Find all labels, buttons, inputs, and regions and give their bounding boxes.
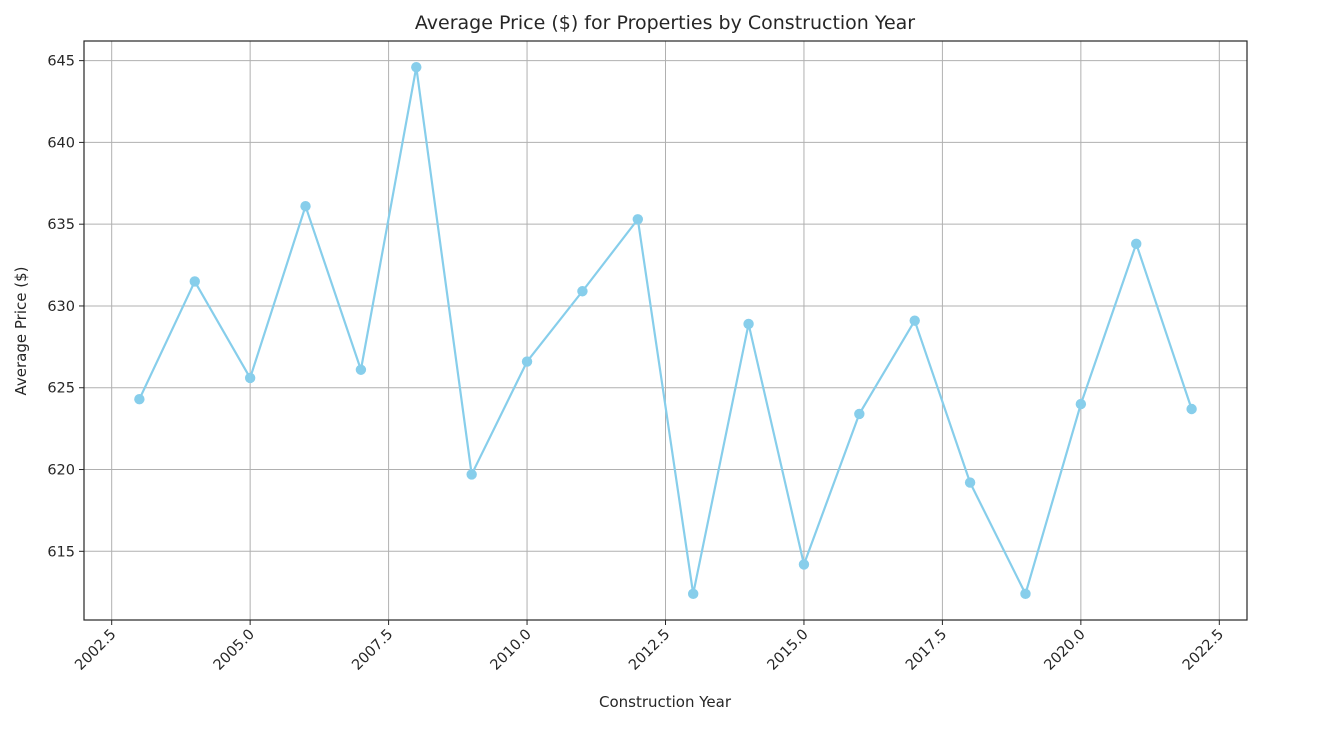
series-line [138,66,1193,595]
data-point [687,588,699,600]
y-tick-label: 640 [47,135,75,151]
data-point [632,214,644,225]
y-tick-label: 630 [47,299,75,315]
data-point [189,276,200,287]
x-tick-label: 2022.5 [1180,627,1227,674]
data-point [1020,588,1031,600]
x-tick-label: 2005.0 [211,627,258,674]
data-point [1131,238,1142,250]
data-point [964,477,976,488]
data-point [355,364,367,375]
data-point [244,372,256,384]
x-tick-label: 2002.5 [72,627,119,674]
data-point [521,356,533,367]
x-tick-label: 2007.5 [349,627,396,674]
y-tick-label: 625 [47,381,75,397]
y-tick-label: 615 [47,544,75,560]
chart-title: Average Price ($) for Properties by Cons… [415,12,915,34]
grid [84,41,1247,620]
x-tick-label: 2010.0 [488,627,535,674]
x-tick-label: 2020.0 [1041,627,1088,674]
data-point [300,200,311,212]
y-axis-ticks: 615 620 625 630 635 640 645 [47,54,84,560]
series-layer [134,61,1197,600]
y-tick-label: 620 [47,463,75,479]
x-tick-label: 2017.5 [903,627,950,674]
data-point [909,315,920,326]
x-axis-ticks: 2002.5 2005.0 2007.5 2010.0 2012.5 2015.0 2017… [72,620,1227,674]
data-point [466,469,477,480]
x-axis-label: Construction Year [599,693,732,711]
data-point [1075,398,1087,410]
x-tick-label: 2015.0 [765,627,812,674]
x-tick-label: 2012.5 [626,627,673,674]
data-point [411,61,422,73]
data-point [798,559,810,570]
y-axis-label: Average Price ($) [12,267,30,396]
y-tick-label: 635 [47,217,75,233]
y-tick-label: 645 [47,54,75,70]
data-point [134,393,145,405]
data-point [577,286,588,297]
data-point [1186,403,1197,415]
data-point [743,318,754,330]
data-point [854,408,865,420]
